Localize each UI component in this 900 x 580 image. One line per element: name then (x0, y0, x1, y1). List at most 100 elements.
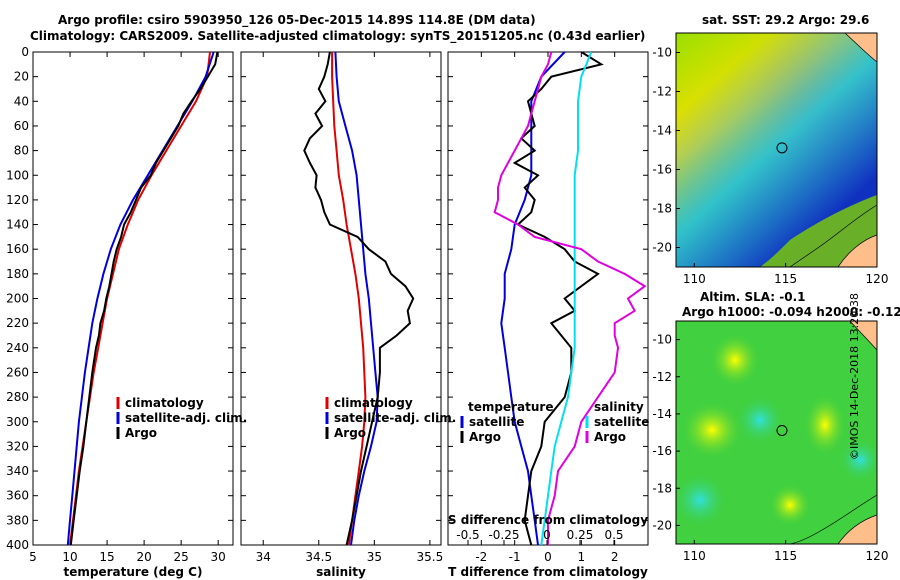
legend-label: satellite (594, 415, 649, 429)
sla-map-image (676, 321, 877, 544)
map-y-tick-label: -10 (652, 46, 672, 60)
series-line-climatology (69, 51, 211, 546)
argo-location-marker (776, 424, 788, 436)
y-tick-label: 320 (6, 439, 29, 453)
inner-x-tick-label: -0.5 (456, 528, 479, 542)
series-line-temperature-argo (512, 51, 604, 546)
series-line-argo (69, 51, 219, 546)
legend-label: Argo (125, 426, 157, 440)
series-line-satellite-adj-clim- (66, 51, 215, 546)
y-tick-label: 20 (14, 70, 29, 84)
footer-stamp: ©IMOS 14-Dec-2018 13:20:38 (848, 293, 861, 460)
x-tick-label: 10 (62, 550, 77, 564)
series-line-salinity-satellite (540, 51, 593, 546)
y-tick-label: 140 (6, 218, 29, 232)
y-tick-label: 340 (6, 464, 29, 478)
plot-frame-temperature (32, 51, 234, 546)
y-tick-label: 280 (6, 390, 29, 404)
x-tick-label: 25 (174, 550, 189, 564)
x-tick-label: 0 (544, 550, 552, 564)
sla-map-subtitle: Argo h1000: -0.094 h2000: -0.12 (682, 305, 900, 319)
map-x-tick-label: 120 (866, 549, 889, 563)
sst-map-title: sat. SST: 29.2 Argo: 29.6 (702, 13, 870, 27)
legend-label: climatology (125, 396, 204, 410)
x-tick-label: 35.5 (417, 550, 444, 564)
x-tick-label: -1 (509, 550, 521, 564)
map-y-tick-label: -12 (652, 370, 672, 384)
map-frame-sla-map (675, 320, 878, 545)
x-tick-label: 5 (29, 550, 37, 564)
legend-label: Argo (334, 426, 366, 440)
x-axis-label-salinity: salinity (316, 565, 366, 579)
map-x-tick-label: 110 (683, 272, 706, 286)
x-tick-label: 15 (99, 550, 114, 564)
map-y-tick-label: -20 (652, 241, 672, 255)
x-tick-label: 1 (578, 550, 586, 564)
map-y-tick-label: -16 (652, 163, 672, 177)
legend-label: satellite-adj. clim. (125, 411, 247, 425)
y-tick-label: 180 (6, 267, 29, 281)
legend-label: satellite-adj. clim. (334, 411, 456, 425)
y-tick-label: 240 (6, 341, 29, 355)
series-line-temperature-satellite (500, 51, 566, 546)
map-y-tick-label: -18 (652, 202, 672, 216)
x-tick-label: 20 (136, 550, 151, 564)
x-axis-label-temperature: temperature (deg C) (64, 565, 203, 579)
inner-x-tick-label: -0.25 (488, 528, 519, 542)
y-tick-label: 200 (6, 292, 29, 306)
inner-x-tick-label: 0.5 (604, 528, 623, 542)
map-x-tick-label: 115 (774, 549, 797, 563)
inner-x-tick-label: 0 (543, 528, 551, 542)
map-y-tick-label: -16 (652, 444, 672, 458)
legend-label: climatology (334, 396, 413, 410)
map-y-tick-label: -14 (652, 124, 672, 138)
y-tick-label: 220 (6, 316, 29, 330)
map-y-tick-label: -18 (652, 481, 672, 495)
y-tick-label: 360 (6, 489, 29, 503)
map-frame-sst-map (675, 32, 878, 268)
y-tick-label: 60 (14, 119, 29, 133)
argo-location-marker (776, 142, 788, 154)
y-tick-label: 80 (14, 144, 29, 158)
series-line-satellite-adj-clim- (334, 51, 379, 546)
legend-label: Argo (469, 430, 501, 444)
sla-map-title: Altim. SLA: -0.1 (700, 290, 806, 304)
map-y-tick-label: -10 (652, 333, 672, 347)
map-x-tick-label: 115 (774, 272, 797, 286)
plot-frame-salinity (240, 51, 442, 546)
x-tick-label: 30 (211, 550, 226, 564)
chart-title-line2: Climatology: CARS2009. Satellite-adjuste… (30, 29, 646, 43)
x-tick-label: 2 (611, 550, 619, 564)
y-tick-label: 260 (6, 365, 29, 379)
plot-frame-difference (447, 51, 649, 546)
y-tick-label: 0 (21, 45, 29, 59)
inner-x-tick-label: 0.25 (567, 528, 594, 542)
y-tick-label: 300 (6, 415, 29, 429)
y-tick-label: 120 (6, 193, 29, 207)
y-tick-label: 100 (6, 168, 29, 182)
x-axis-label-top-difference: S difference from climatology (448, 513, 648, 527)
y-tick-label: 40 (14, 94, 29, 108)
series-line-argo (303, 51, 415, 546)
legend-label: Argo (594, 430, 626, 444)
y-tick-label: 160 (6, 242, 29, 256)
map-y-tick-label: -12 (652, 85, 672, 99)
map-y-tick-label: -14 (652, 407, 672, 421)
legend-title-temperature: temperature (468, 400, 553, 414)
x-tick-label: 34.5 (305, 550, 332, 564)
x-axis-label-difference: T difference from climatology (448, 565, 648, 579)
series-line-climatology (331, 52, 367, 546)
x-tick-label: 34 (256, 550, 271, 564)
y-tick-label: 380 (6, 513, 29, 527)
x-tick-label: 35 (367, 550, 382, 564)
map-y-tick-label: -20 (652, 518, 672, 532)
map-x-tick-label: 110 (683, 549, 706, 563)
sst-map-image (676, 33, 877, 267)
y-tick-label: 400 (6, 538, 29, 552)
legend-title-salinity: salinity (594, 400, 644, 414)
map-x-tick-label: 120 (866, 272, 889, 286)
series-line-salinity-argo (493, 51, 647, 545)
legend-label: satellite (469, 415, 524, 429)
x-tick-label: -2 (475, 550, 487, 564)
